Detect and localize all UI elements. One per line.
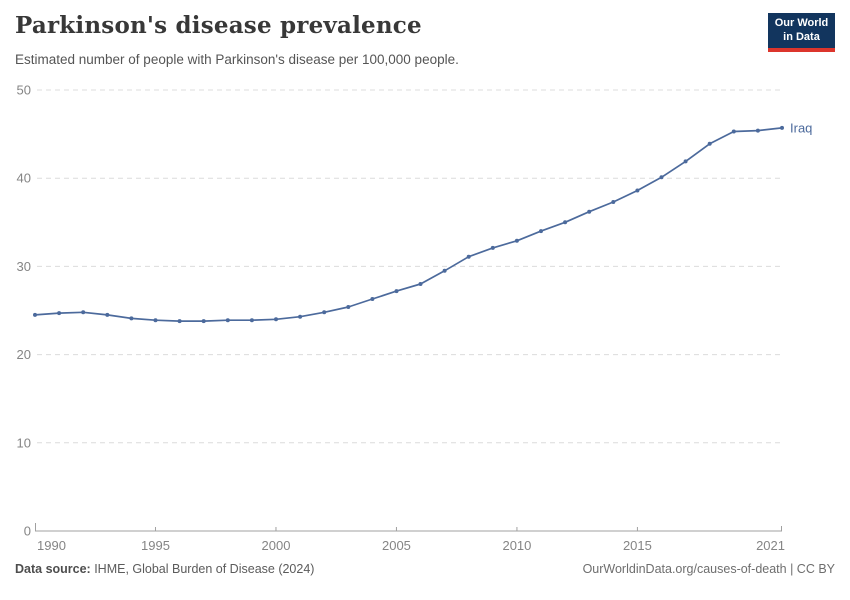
data-point[interactable] [129,316,134,321]
data-point[interactable] [153,318,158,323]
x-axis-tick-label: 2005 [382,538,411,553]
data-point[interactable] [105,312,110,317]
x-axis-tick-label: 2015 [623,538,652,553]
series-line-iraq[interactable] [34,127,783,322]
y-axis-tick-label: 20 [17,347,31,362]
data-source-text: IHME, Global Burden of Disease (2024) [90,562,315,576]
chart-plot-area[interactable]: 0 10 20 30 40 50 1990 1995 2000 2005 2010 2015 2021 I… [0,0,850,560]
data-point[interactable] [683,159,688,164]
data-point[interactable] [249,318,254,323]
x-axis-tick-label: 1995 [141,538,170,553]
y-axis-tick-label: 50 [17,83,31,98]
chart-footer: Data source: IHME, Global Burden of Dise… [15,562,835,576]
data-point[interactable] [707,141,712,146]
y-axis-tick-label: 10 [17,435,31,450]
data-point[interactable] [225,318,230,323]
data-point[interactable] [394,289,399,294]
data-point[interactable] [611,200,616,204]
data-point[interactable] [81,310,86,315]
data-point[interactable] [780,125,784,130]
x-axis-tick-label: 2010 [502,538,531,553]
data-point[interactable] [755,128,760,133]
data-source-label: Data source: [15,562,91,576]
data-point[interactable] [659,175,664,180]
data-point[interactable] [490,245,495,250]
y-axis-tick-label: 0 [24,524,31,539]
data-source-note: Data source: IHME, Global Burden of Dise… [15,562,314,576]
series-end-label: Iraq [790,120,812,135]
data-point[interactable] [370,297,375,301]
x-axis-tick-label: 2021 [756,538,785,553]
x-axis-tick-label: 2000 [262,538,291,553]
data-point[interactable] [201,319,206,324]
data-point[interactable] [177,319,182,324]
page-title: Parkinson's disease prevalence [15,12,422,39]
data-point[interactable] [539,229,543,234]
owid-logo-line1: Our World [774,17,829,29]
owid-logo-line2: in Data [783,30,820,43]
data-point[interactable] [442,268,447,273]
data-point[interactable] [33,312,37,317]
data-point[interactable] [635,188,640,193]
data-point[interactable] [274,317,278,322]
owid-logo[interactable]: Our World in Data [768,13,835,52]
chart-subtitle: Estimated number of people with Parkinso… [15,52,459,67]
data-point[interactable] [514,238,519,243]
data-point[interactable] [418,282,423,286]
x-axis-tick-label: 1990 [37,538,66,553]
data-point[interactable] [466,254,471,259]
rights-link[interactable]: OurWorldinData.org/causes-of-death | CC … [582,562,835,576]
owid-logo-box: Our World in Data [768,13,835,48]
data-point[interactable] [57,311,62,316]
data-point[interactable] [587,209,592,214]
data-point[interactable] [322,310,327,315]
y-axis-tick-label: 30 [17,259,31,274]
data-point[interactable] [298,314,303,319]
y-axis-tick-label: 40 [17,171,31,186]
owid-logo-red-stripe [768,47,835,52]
data-point[interactable] [563,220,568,225]
data-point[interactable] [346,305,351,309]
data-point[interactable] [731,129,736,134]
